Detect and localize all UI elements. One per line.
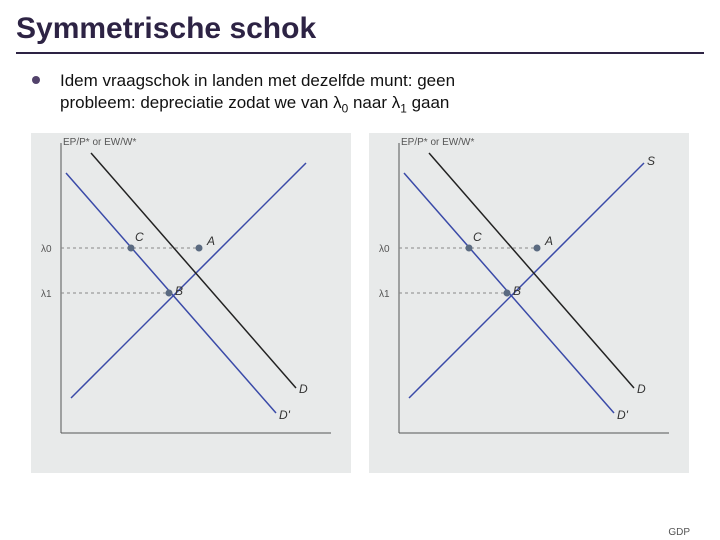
label-c: C [473,230,482,244]
label-d: D [299,382,308,396]
x-axis-label: GDP [668,527,690,538]
body-line2c: gaan [407,93,450,112]
lambda1-label: λ1 [379,289,390,300]
chart-right-svg: EP/P* or EW/W* S A C B λ0 λ1 D D' [366,133,692,473]
point-a [534,244,541,251]
point-b [166,289,173,296]
label-a: A [206,234,215,248]
point-b [504,289,511,296]
label-dp: D' [617,408,629,422]
label-s: S [647,154,655,168]
lambda1-label: λ1 [41,289,52,300]
y-axis-label: EP/P* or EW/W* [63,137,136,148]
label-b: B [513,284,521,298]
body-paragraph: Idem vraagschok in landen met dezelfde m… [0,54,720,125]
y-axis-label: EP/P* or EW/W* [401,137,474,148]
body-line2b: naar λ [348,93,400,112]
sub1: 1 [400,101,407,115]
charts-container: EP/P* or EW/W* A C B λ0 λ1 D D' [0,125,720,473]
chart-left-svg: EP/P* or EW/W* A C B λ0 λ1 D D' [28,133,354,473]
body-line1: Idem vraagschok in landen met dezelfde m… [60,71,455,90]
slide-title: Symmetrische schok [0,0,720,52]
point-c [466,244,473,251]
bullet-icon [32,76,40,84]
lambda0-label: λ0 [379,244,390,255]
chart-bg [31,133,351,473]
point-a [196,244,203,251]
body-line2a: probleem: depreciatie zodat we van λ [60,93,342,112]
label-c: C [135,230,144,244]
label-d: D [637,382,646,396]
chart-right: EP/P* or EW/W* S A C B λ0 λ1 D D' [366,133,692,473]
point-c [128,244,135,251]
lambda0-label: λ0 [41,244,52,255]
label-dp: D' [279,408,291,422]
label-a: A [544,234,553,248]
label-b: B [175,284,183,298]
chart-bg [369,133,689,473]
chart-left: EP/P* or EW/W* A C B λ0 λ1 D D' [28,133,354,473]
